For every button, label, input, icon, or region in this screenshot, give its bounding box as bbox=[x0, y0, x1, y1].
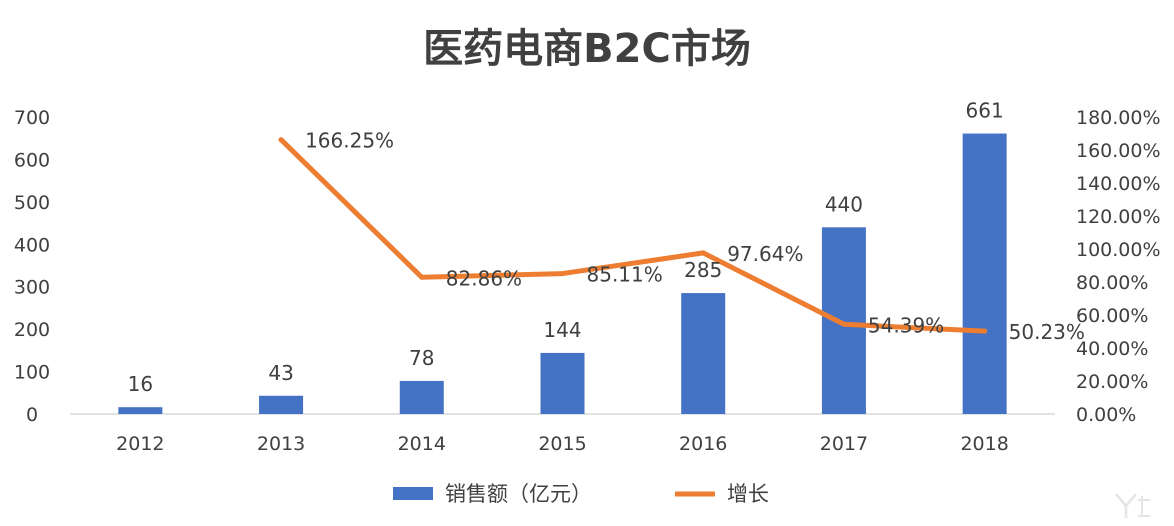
left-axis-tick-label: 400 bbox=[14, 234, 50, 256]
growth-value-label: 166.25% bbox=[305, 129, 394, 153]
left-axis-tick-label: 0 bbox=[26, 404, 38, 426]
bar bbox=[118, 407, 163, 414]
bar-value-label: 661 bbox=[966, 99, 1004, 123]
growth-point bbox=[419, 274, 425, 280]
bar-value-label: 43 bbox=[268, 361, 293, 385]
right-axis-tick-label: 140.00% bbox=[1076, 173, 1161, 195]
growth-point bbox=[700, 250, 706, 256]
right-axis-tick-label: 40.00% bbox=[1076, 338, 1148, 360]
x-axis-tick-label: 2012 bbox=[116, 433, 164, 455]
bar bbox=[399, 380, 444, 414]
bar-series bbox=[118, 133, 1007, 414]
legend-swatch-sales bbox=[393, 487, 433, 500]
right-axis-tick-label: 120.00% bbox=[1076, 206, 1161, 228]
growth-point bbox=[982, 328, 988, 334]
right-axis-ticks: 0.00% 20.00% 40.00% 60.00% 80.00% 100.00% 120.… bbox=[1076, 107, 1161, 426]
left-axis-tick-label: 700 bbox=[14, 107, 50, 129]
right-axis-tick-label: 20.00% bbox=[1076, 371, 1148, 393]
right-axis-tick-label: 80.00% bbox=[1076, 272, 1148, 294]
bar bbox=[540, 352, 585, 414]
bar bbox=[259, 395, 304, 414]
left-axis-ticks: 0 100 200 300 400 500 600 700 bbox=[14, 107, 50, 426]
left-axis-tick-label: 300 bbox=[14, 277, 50, 299]
growth-value-label: 54.39% bbox=[868, 313, 944, 337]
right-axis-tick-label: 180.00% bbox=[1076, 107, 1161, 129]
bar-data-labels: 16 43 78 144 285 440 661 bbox=[128, 99, 1004, 397]
bar-value-label: 440 bbox=[825, 192, 863, 216]
bar-value-label: 78 bbox=[409, 346, 434, 370]
growth-point bbox=[841, 321, 847, 327]
growth-point bbox=[278, 137, 284, 143]
growth-value-label: 97.64% bbox=[727, 242, 803, 266]
bar-value-label: 16 bbox=[128, 372, 153, 396]
bar-value-label: 285 bbox=[684, 258, 722, 282]
line-series bbox=[278, 137, 988, 334]
growth-value-label: 85.11% bbox=[587, 263, 663, 287]
x-axis-tick-label: 2017 bbox=[820, 433, 868, 455]
x-axis-tick-label: 2016 bbox=[679, 433, 727, 455]
legend-label-growth: 增长 bbox=[727, 482, 769, 506]
x-axis-ticks: 2012 2013 2014 2015 2016 2017 2018 bbox=[116, 433, 1009, 455]
legend: 销售额（亿元） 增长 bbox=[393, 482, 769, 506]
left-axis-tick-label: 500 bbox=[14, 192, 50, 214]
bar bbox=[681, 293, 726, 414]
x-axis-tick-label: 2014 bbox=[398, 433, 446, 455]
legend-label-sales: 销售额（亿元） bbox=[445, 482, 592, 506]
right-axis-tick-label: 100.00% bbox=[1076, 239, 1161, 261]
x-axis-tick-label: 2013 bbox=[257, 433, 305, 455]
bar bbox=[821, 227, 866, 414]
bar bbox=[962, 133, 1007, 414]
right-axis-tick-label: 0.00% bbox=[1076, 404, 1136, 426]
growth-value-label: 82.86% bbox=[446, 266, 522, 290]
right-axis-tick-label: 60.00% bbox=[1076, 305, 1148, 327]
x-axis-tick-label: 2018 bbox=[960, 433, 1008, 455]
x-axis-tick-label: 2015 bbox=[538, 433, 586, 455]
chart-title: 医药电商B2C市场 bbox=[423, 26, 751, 72]
line-data-labels: 166.25% 82.86% 85.11% 97.64% 54.39% 50.23% bbox=[305, 129, 1085, 344]
left-axis-tick-label: 600 bbox=[14, 149, 50, 171]
left-axis-tick-label: 200 bbox=[14, 319, 50, 341]
growth-value-label: 50.23% bbox=[1009, 320, 1085, 344]
growth-line bbox=[278, 137, 988, 334]
logo-watermark-icon bbox=[1115, 493, 1150, 518]
growth-point bbox=[560, 271, 565, 277]
bar-value-label: 144 bbox=[543, 318, 581, 342]
right-axis-tick-label: 160.00% bbox=[1076, 140, 1161, 162]
left-axis-tick-label: 100 bbox=[14, 362, 50, 384]
